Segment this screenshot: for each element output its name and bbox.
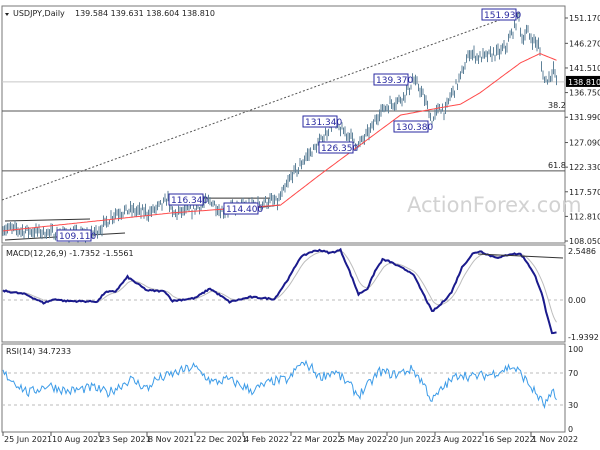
- panel-frames: [1, 5, 566, 433]
- date-tick-label: 5 May 2022: [340, 435, 387, 444]
- price-tick-label: 117.570: [569, 188, 600, 197]
- macd-title: MACD(12,26,9) -1.7352 -1.5561: [6, 249, 134, 258]
- price-tick-label: 127.090: [569, 139, 600, 148]
- price-annotation: 114.400: [226, 205, 263, 215]
- date-tick-label: 20 Jun 2022: [388, 435, 436, 444]
- price-annotation-box: [302, 115, 338, 128]
- dropdown-arrow-icon[interactable]: [5, 13, 9, 16]
- price-annotation-box: [481, 8, 517, 21]
- watermark: ActionForex.com: [407, 193, 582, 217]
- price-annotation-box: [373, 73, 409, 86]
- price-panel: 38.2 61.8 151.930 139.370 131.340 126.350 130.…: [1, 8, 600, 246]
- date-tick-label: 4 Feb 2022: [244, 435, 289, 444]
- price-annotation: 109.110: [59, 232, 96, 242]
- rsi-tick-label: 30: [568, 401, 578, 410]
- price-tick-label: 112.810: [569, 212, 600, 221]
- price-tick-label: 131.990: [569, 113, 600, 122]
- rsi-title: RSI(14) 34.7233: [6, 347, 71, 356]
- price-tick-label: 146.270: [569, 39, 600, 48]
- date-tick-label: 23 Sep 2021: [100, 435, 151, 444]
- ohlc-values: 139.584 139.631 138.604 138.810: [75, 9, 215, 18]
- last-price-label: 138.810: [568, 78, 600, 87]
- date-tick-label: 25 Jun 2021: [4, 435, 52, 444]
- macd-panel: 2.5486 0.00 -1.9392: [2, 247, 599, 342]
- price-annotation: 126.350: [321, 144, 358, 154]
- fib-label: 38.2: [548, 101, 566, 110]
- price-tick-label: 122.330: [569, 163, 600, 172]
- moving-average-line: [2, 52, 557, 232]
- channel-upper-line: [4, 218, 91, 222]
- price-annotation: 139.370: [376, 76, 413, 86]
- rsi-line: [2, 359, 557, 410]
- macd-panel-frame: [1, 244, 566, 343]
- dotted-trendline: [1, 12, 520, 201]
- date-tick-label: 10 Aug 2021: [52, 435, 103, 444]
- price-annotation-box: [56, 229, 92, 242]
- price-panel-frame: [1, 5, 566, 244]
- date-tick-label: 16 Sep 2022: [484, 435, 535, 444]
- date-tick-label: 3 Aug 2022: [436, 435, 482, 444]
- macd-divergence-line: [477, 253, 564, 259]
- price-annotation-box: [393, 120, 429, 133]
- macd-line: [2, 247, 557, 335]
- price-tick-label: 108.050: [569, 237, 600, 246]
- price-annotation-box: [318, 141, 354, 154]
- symbol-label: USDJPY,Daily: [13, 9, 65, 18]
- price-annotation: 116.340: [171, 196, 208, 206]
- rsi-tick-label: 0: [568, 425, 573, 434]
- date-tick-label: 22 Dec 2021: [196, 435, 247, 444]
- macd-tick-label: 2.5486: [568, 247, 596, 256]
- price-annotation-box: [223, 202, 259, 215]
- date-tick-label: 8 Nov 2021: [148, 435, 194, 444]
- price-annotation: 131.340: [305, 118, 342, 128]
- price-tick-label: 136.750: [569, 89, 600, 98]
- rsi-panel: 100 70 30 0: [2, 345, 583, 434]
- rsi-panel-frame: [1, 343, 566, 433]
- macd-tick-label: 0.00: [568, 296, 586, 305]
- price-annotation-box: [168, 193, 204, 206]
- date-tick-label: 1 Nov 2022: [532, 435, 578, 444]
- price-tick-label: 141.510: [569, 64, 600, 73]
- macd-tick-label: -1.9392: [568, 333, 599, 342]
- price-annotation: 130.380: [396, 123, 433, 133]
- price-annotation: 151.930: [484, 11, 521, 21]
- price-tick-label: 151.170: [569, 14, 600, 23]
- last-price-tag: [566, 75, 600, 87]
- rsi-tick-label: 100: [568, 345, 583, 354]
- date-tick-label: 22 Mar 2022: [292, 435, 343, 444]
- fib-label: 61.8: [548, 161, 566, 170]
- rsi-tick-label: 70: [568, 369, 578, 378]
- macd-signal-line: [2, 250, 557, 323]
